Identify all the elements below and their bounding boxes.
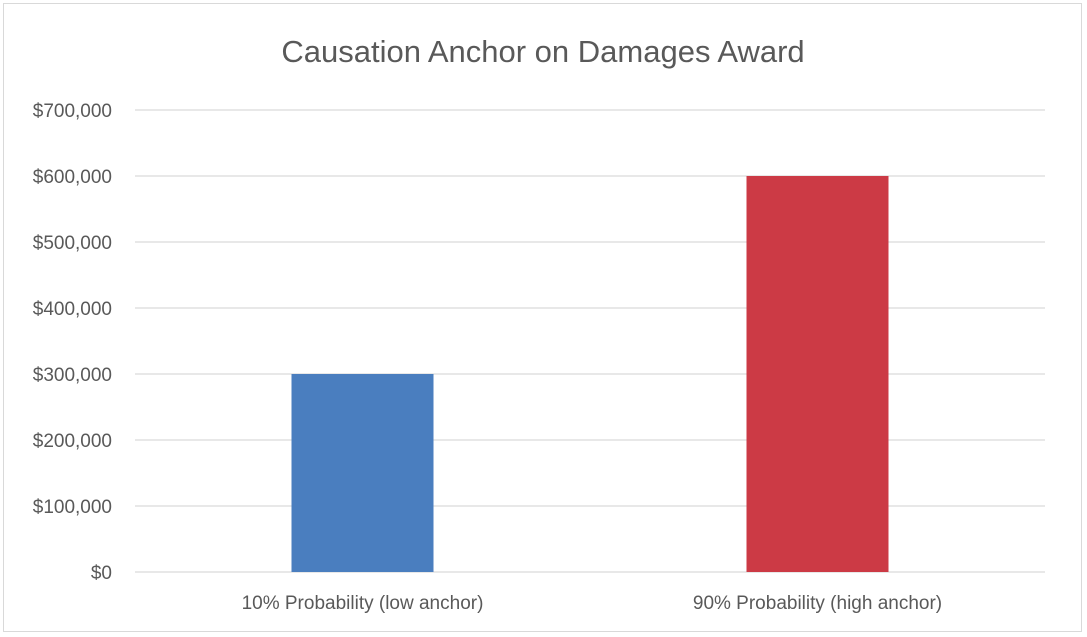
chart-title: Causation Anchor on Damages Award [281, 34, 804, 69]
x-category-label: 90% Probability (high anchor) [693, 593, 942, 614]
y-tick-label: $300,000 [33, 365, 112, 386]
gridlines [135, 109, 1045, 573]
y-tick-label: $500,000 [33, 233, 112, 254]
bar [291, 374, 434, 572]
x-category-label: 10% Probability (low anchor) [242, 593, 484, 614]
x-axis-categories: 10% Probability (low anchor) 90% Probabil… [242, 593, 943, 614]
chart-frame [3, 3, 1082, 632]
bar [746, 176, 889, 572]
y-axis-ticks: $0 $100,000 $200,000 $300,000 $400,000 $500,0… [33, 101, 112, 584]
y-tick-label: $600,000 [33, 167, 112, 188]
y-tick-label: $0 [91, 563, 112, 584]
bars [291, 176, 889, 572]
y-tick-label: $100,000 [33, 497, 112, 518]
y-tick-label: $200,000 [33, 431, 112, 452]
y-tick-label: $700,000 [33, 101, 112, 122]
y-tick-label: $400,000 [33, 299, 112, 320]
